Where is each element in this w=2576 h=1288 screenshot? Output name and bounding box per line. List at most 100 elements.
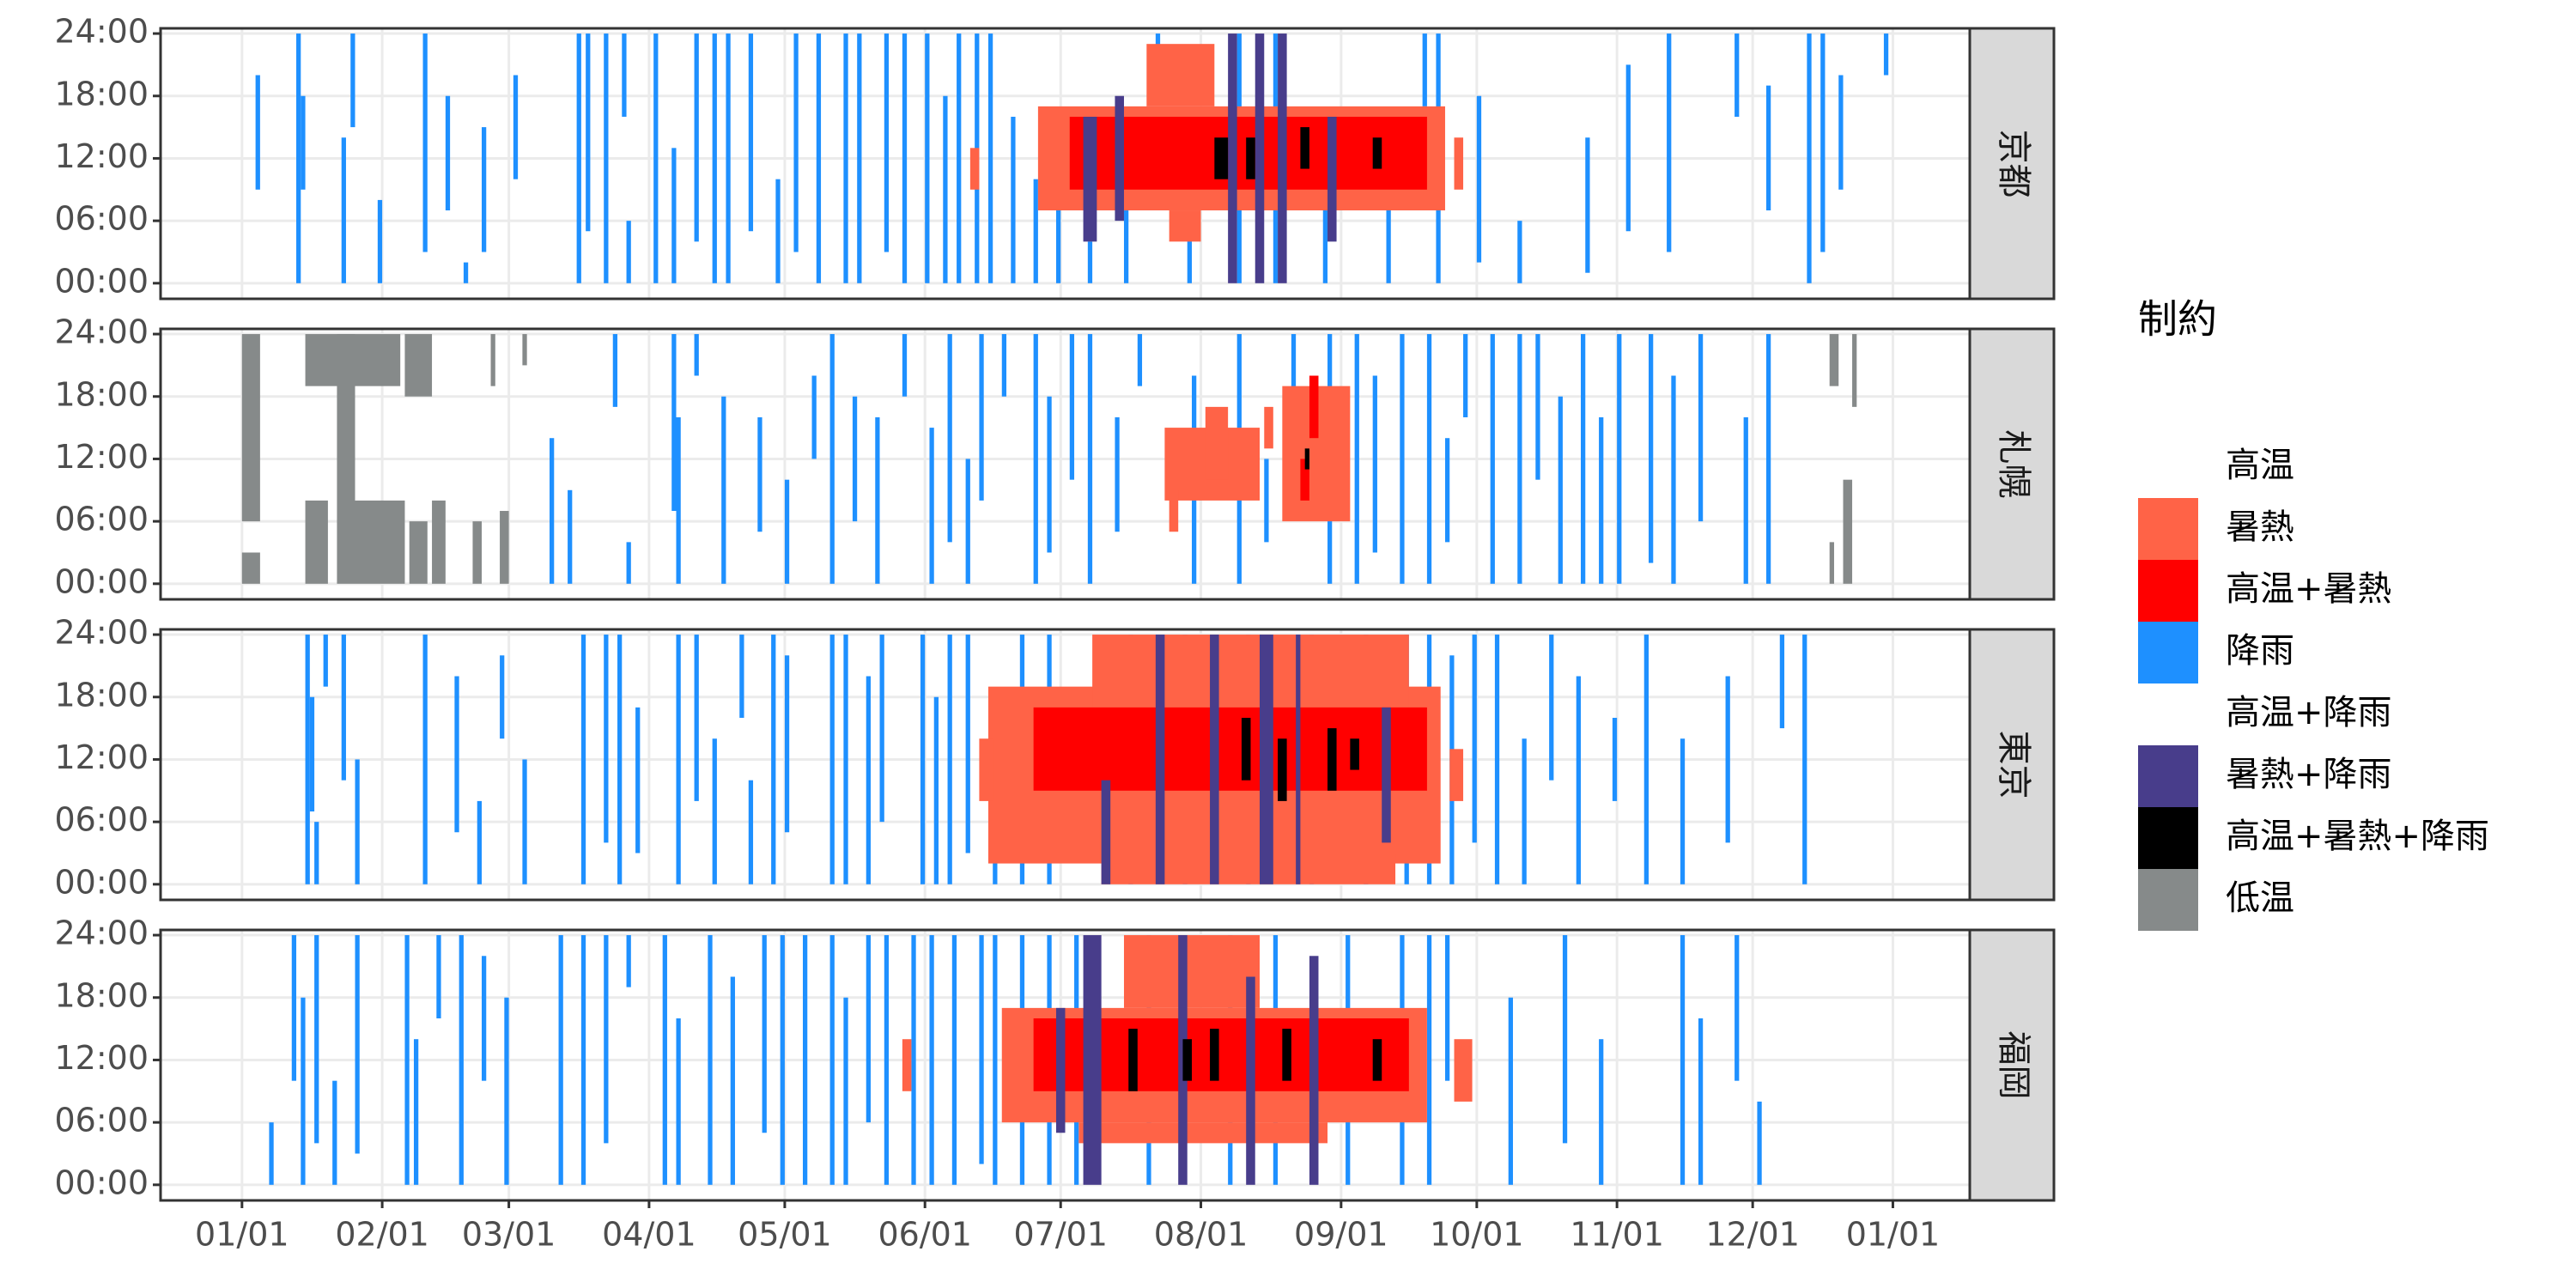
cell: [1517, 334, 1522, 584]
cell: [1625, 64, 1631, 232]
cell: [1779, 635, 1785, 729]
cell: [314, 935, 319, 1144]
cell: [780, 935, 785, 1185]
cell: [1101, 853, 1396, 884]
cell: [979, 334, 984, 501]
cell: [1300, 127, 1309, 169]
cell: [550, 438, 555, 584]
y-tick-label: 24:00: [54, 13, 149, 51]
cell: [341, 137, 346, 283]
cell: [617, 635, 623, 884]
y-tick-label: 12:00: [54, 1039, 149, 1077]
cell: [1454, 137, 1464, 190]
cell: [879, 635, 884, 823]
cell: [1246, 137, 1255, 179]
cell: [1087, 334, 1093, 584]
cell: [662, 935, 667, 1185]
y-tick-label: 00:00: [54, 863, 149, 901]
cell: [979, 738, 993, 801]
cell: [1187, 221, 1192, 283]
cell: [477, 800, 482, 884]
cell: [1454, 1039, 1473, 1102]
cell: [1169, 489, 1179, 532]
legend-key: [2138, 807, 2198, 869]
cell: [920, 635, 926, 884]
cell: [1155, 635, 1165, 884]
cell: [1055, 199, 1061, 283]
cell: [676, 416, 681, 584]
cell: [1069, 334, 1075, 480]
strip-label: 東京: [1994, 731, 2033, 799]
y-tick-label: 06:00: [54, 801, 149, 839]
cell: [1802, 635, 1807, 884]
cell: [1829, 542, 1834, 584]
cell: [1580, 334, 1586, 584]
cell: [784, 655, 790, 833]
cell: [323, 635, 328, 687]
cell: [947, 635, 952, 884]
strip: [1968, 27, 2056, 301]
cell: [1617, 334, 1622, 584]
cell: [355, 500, 405, 584]
cell: [1698, 1018, 1704, 1185]
cell: [1246, 976, 1255, 1185]
cell: [332, 1080, 337, 1185]
cell: [1182, 1039, 1192, 1081]
strip: [1968, 327, 2056, 601]
cell: [1671, 375, 1676, 584]
cell: [694, 334, 699, 376]
cell: [409, 521, 428, 584]
y-tick-label: 00:00: [54, 1163, 149, 1201]
cell: [757, 416, 762, 532]
cell: [712, 33, 717, 283]
cell: [1137, 334, 1143, 386]
y-tick-label: 06:00: [54, 1102, 149, 1139]
cell: [653, 33, 659, 283]
cell: [1765, 334, 1771, 584]
cell: [1327, 116, 1337, 242]
cell: [929, 935, 934, 1185]
cell: [558, 935, 563, 1185]
cell: [1585, 137, 1590, 273]
cell: [481, 956, 487, 1081]
cell: [816, 33, 822, 283]
legend-label: 暑熱: [2226, 507, 2294, 547]
legend-label: 降雨: [2226, 631, 2294, 671]
cell: [1083, 935, 1102, 1185]
cell: [1055, 1007, 1066, 1133]
x-tick-label: 07/01: [1013, 1216, 1108, 1254]
legend-label: 暑熱+降雨: [2226, 755, 2392, 794]
cell: [1829, 334, 1839, 386]
strip-label: 京都: [1994, 130, 2033, 198]
cell: [1522, 738, 1527, 884]
cell: [305, 635, 310, 884]
cell: [1296, 635, 1301, 884]
legend-key: [2138, 498, 2198, 560]
cell: [1508, 997, 1513, 1185]
cell: [404, 334, 433, 397]
cell: [1327, 728, 1337, 791]
cell: [1820, 33, 1826, 252]
cell: [943, 95, 948, 283]
cell: [1743, 416, 1748, 584]
cell: [522, 334, 527, 366]
cell: [454, 676, 459, 833]
cell: [504, 997, 509, 1185]
cell: [1807, 33, 1812, 283]
x-tick-label: 05/01: [738, 1216, 832, 1254]
cell: [993, 935, 998, 1185]
cell: [314, 822, 319, 884]
cell: [866, 935, 871, 1123]
cell: [671, 148, 677, 283]
cell: [884, 935, 890, 1185]
y-tick-label: 00:00: [54, 562, 149, 600]
cell: [802, 935, 808, 1185]
cell: [1476, 95, 1482, 263]
cell: [1354, 334, 1359, 584]
cell: [436, 935, 441, 1018]
cell: [676, 635, 681, 884]
cell: [979, 935, 984, 1164]
cell: [730, 976, 735, 1185]
cell: [1304, 448, 1309, 470]
cell: [843, 33, 848, 283]
